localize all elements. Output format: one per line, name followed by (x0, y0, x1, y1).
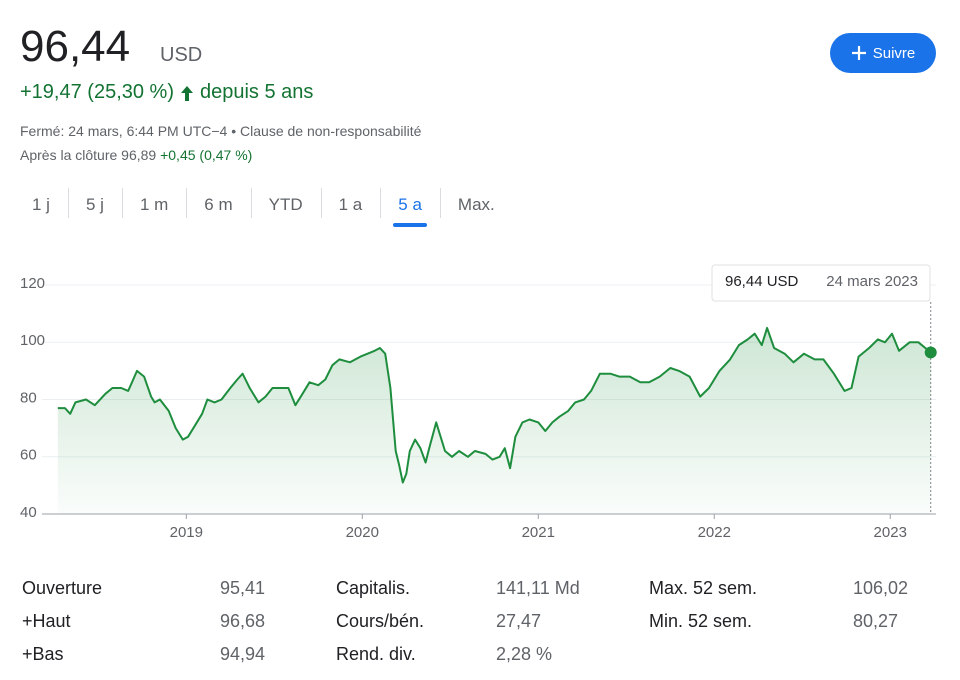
tooltip-date: 24 mars 2023 (826, 273, 918, 290)
y-tick-label: 120 (20, 275, 45, 292)
y-tick-label: 40 (20, 504, 37, 521)
stat-value: 2,28 % (496, 644, 553, 664)
stat-label: Min. 52 sem. (649, 611, 753, 631)
stat-label: Capitalis. (336, 578, 411, 598)
x-tick-label: 2023 (874, 524, 907, 541)
after-hours: Après la clôture 96,89 (20, 147, 157, 163)
disclaimer[interactable]: Clause de non-responsabilité (240, 123, 422, 139)
range-tab[interactable]: 5 j (67, 186, 122, 224)
follow-label: Suivre (872, 44, 916, 62)
change-line: +19,47 (25,30 %) depuis 5 ans (20, 81, 313, 104)
stat-value: 96,68 (220, 611, 266, 631)
stat-value: 141,11 Md (496, 578, 580, 598)
chart: 40 60 80 100 120 2019 2020 2021 2022 2023 96,44 US… (20, 264, 937, 541)
stat-label: +Haut (22, 611, 71, 631)
range-tab[interactable]: 6 m (186, 186, 250, 224)
x-tick-label: 2020 (346, 524, 379, 541)
tooltip-box (711, 264, 931, 302)
follow-button[interactable]: Suivre (830, 33, 936, 73)
area-fill (57, 327, 931, 514)
y-tick-label: 80 (20, 389, 37, 406)
up-arrow (181, 85, 193, 101)
stat-value: 27,47 (496, 611, 542, 631)
range-tab[interactable]: 1 m (121, 186, 186, 224)
stat-value: 95,41 (220, 578, 266, 598)
change: +19,47 (25,30 %) (20, 81, 174, 103)
status-line: Fermé: 24 mars, 6:44 PM UTC−4 • Clause d… (20, 123, 421, 139)
status: Fermé: 24 mars, 6:44 PM UTC−4 • (20, 123, 237, 139)
tooltip: 96,44 USD 24 mars 2023 (711, 264, 931, 302)
plus-icon (851, 46, 866, 60)
period: depuis 5 ans (200, 81, 314, 103)
stat-value: 80,27 (853, 611, 899, 631)
price-line (57, 326, 932, 484)
range-tab[interactable]: 5 a (380, 186, 440, 227)
after-hours-change: +0,45 (0,47 %) (160, 147, 253, 163)
range-tab[interactable]: Max. (439, 186, 513, 224)
stat-label: Rend. div. (336, 644, 416, 664)
range-tab[interactable]: 1 j (32, 195, 50, 214)
stats-table: Ouverture 95,41 Capitalis. 141,11 Md Max. 52… (0, 570, 960, 680)
price: 96,44 (20, 22, 131, 71)
currency: USD (160, 44, 203, 66)
stat-label: Max. 52 sem. (649, 578, 758, 598)
x-tick-label: 2022 (698, 524, 731, 541)
range-tab[interactable]: 1 a (320, 186, 381, 224)
range-tab[interactable]: YTD (250, 186, 321, 224)
stat-value: 106,02 (853, 578, 909, 598)
after-hours-line: Après la clôture 96,89 +0,45 (0,47 %) (20, 147, 252, 163)
stat-value: 94,94 (220, 644, 266, 664)
x-tick-label: 2021 (522, 524, 555, 541)
stat-label: Cours/bén. (336, 611, 425, 631)
tooltip-value: 96,44 USD (725, 273, 799, 290)
last-point (924, 346, 937, 359)
x-tick-label: 2019 (170, 524, 203, 541)
y-tick-label: 100 (20, 332, 45, 349)
y-tick-label: 60 (20, 447, 37, 464)
stat-label: Ouverture (22, 578, 103, 598)
stat-label: +Bas (22, 644, 64, 664)
